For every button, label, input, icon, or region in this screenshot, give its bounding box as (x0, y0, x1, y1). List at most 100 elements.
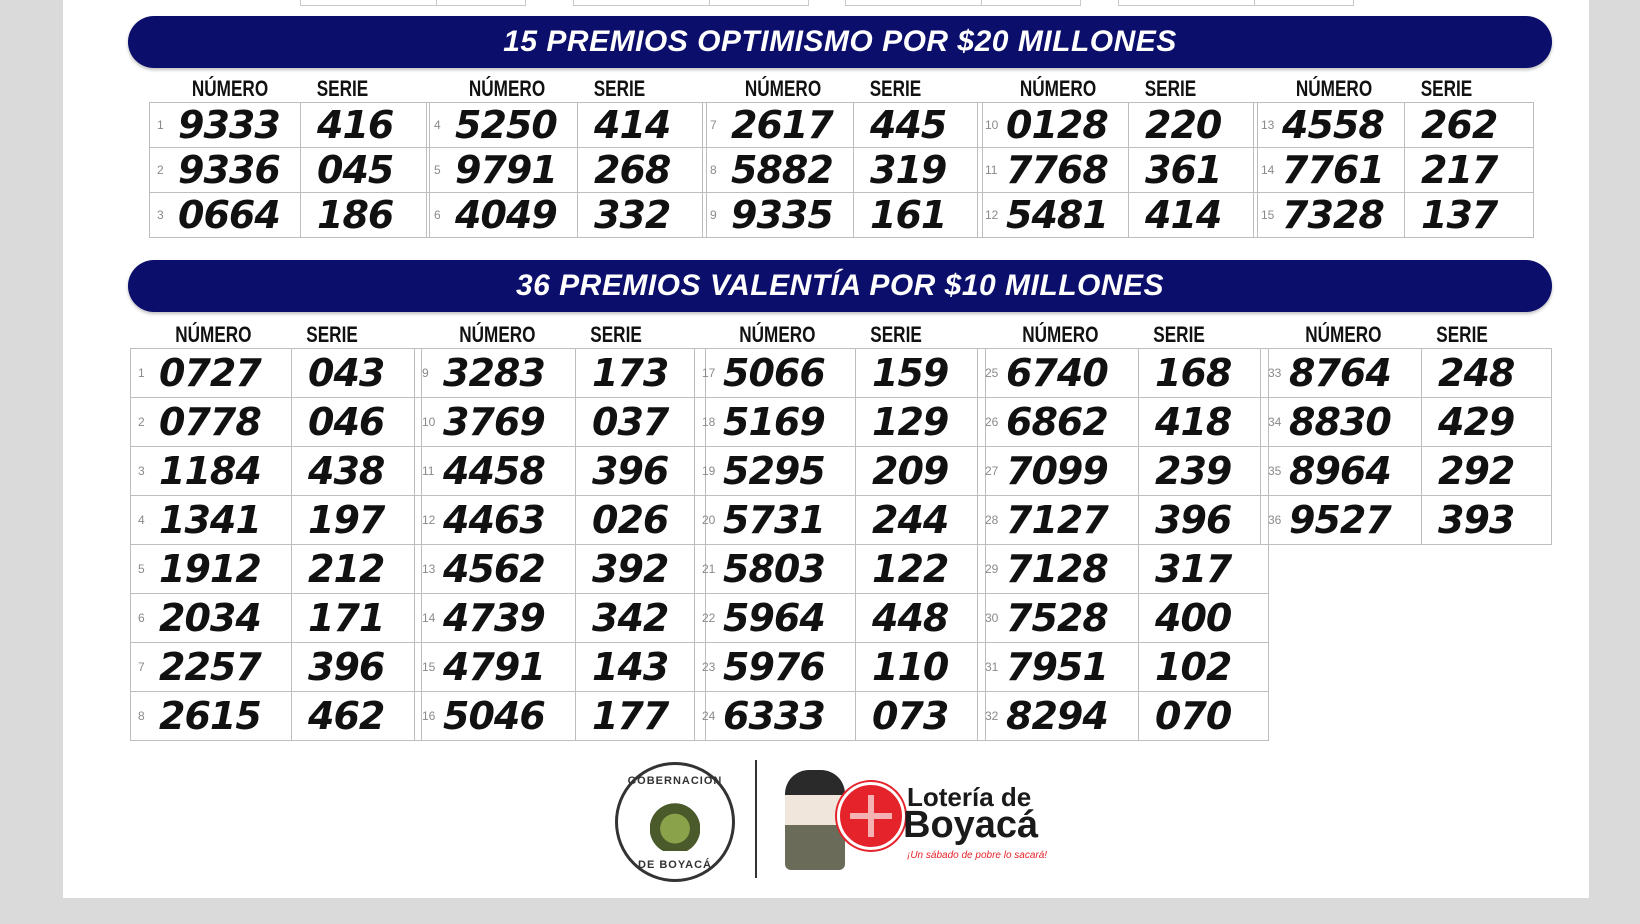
winning-serie: 429 (1438, 400, 1515, 444)
table-row: 2 9336 045 (150, 148, 430, 193)
winning-serie: 292 (1438, 449, 1515, 493)
winning-number: 5250 (455, 103, 558, 147)
row-index: 17 (702, 366, 716, 380)
winning-number: 4558 (1282, 103, 1385, 147)
results-sheet (63, 0, 1589, 898)
header-serie: SERIE (1420, 76, 1473, 101)
serie-cell: 292 (1422, 447, 1546, 495)
winning-serie: 143 (592, 645, 669, 689)
previous-table-remnant (300, 0, 526, 6)
numero-cell: 9 9335 (703, 193, 854, 237)
numero-cell: 34 8830 (1261, 398, 1422, 446)
serie-cell: 418 (1139, 398, 1263, 446)
prize-table: 10 0128 220 11 7768 361 12 5481 414 (977, 102, 1259, 238)
winning-number: 5976 (723, 645, 826, 689)
winning-serie: 137 (1421, 193, 1498, 237)
winning-serie: 220 (1145, 103, 1222, 147)
row-index: 34 (1268, 415, 1282, 429)
numero-cell: 6 4049 (427, 193, 578, 237)
numero-cell: 10 3769 (415, 398, 576, 446)
column-headers: NÚMERO SERIE (694, 318, 922, 348)
numero-cell: 31 7951 (978, 643, 1139, 691)
serie-cell: 197 (292, 496, 416, 544)
table-row: 13 4562 392 (415, 545, 706, 594)
table-row: 7 2617 445 (703, 103, 983, 148)
numero-cell: 27 7099 (978, 447, 1139, 495)
table-row: 18 5169 129 (695, 398, 986, 447)
prize-table: 4 5250 414 5 9791 268 6 4049 332 (426, 102, 708, 238)
numero-cell: 5 9791 (427, 148, 578, 192)
row-index: 12 (985, 208, 999, 222)
numero-cell: 22 5964 (695, 594, 856, 642)
winning-number: 7127 (1006, 498, 1109, 542)
winning-number: 1912 (159, 547, 262, 591)
serie-cell: 396 (1139, 496, 1263, 544)
winning-number: 9335 (731, 193, 834, 237)
winning-serie: 209 (872, 449, 949, 493)
row-index: 23 (702, 660, 716, 674)
gobernacion-boyaca-seal-icon: GOBERNACIÓN DE BOYACÁ (615, 762, 735, 882)
table-row: 27 7099 239 (978, 447, 1269, 496)
serie-cell: 129 (856, 398, 980, 446)
winning-number: 5731 (723, 498, 826, 542)
header-numero: NÚMERO (744, 76, 822, 101)
row-index: 5 (434, 163, 441, 177)
winning-number: 7768 (1006, 148, 1109, 192)
winning-serie: 070 (1155, 694, 1232, 738)
numero-cell: 3 1184 (131, 447, 292, 495)
table-row: 24 6333 073 (695, 692, 985, 740)
row-index: 7 (138, 660, 145, 674)
numero-cell: 33 8764 (1261, 349, 1422, 397)
header-serie: SERIE (590, 322, 642, 347)
row-index: 20 (702, 513, 716, 527)
winning-serie: 102 (1155, 645, 1232, 689)
winning-serie: 393 (1438, 498, 1515, 542)
row-index: 16 (422, 709, 436, 723)
table-row: 11 4458 396 (415, 447, 706, 496)
winning-serie: 317 (1155, 547, 1232, 591)
row-index: 26 (985, 415, 999, 429)
serie-cell: 244 (856, 496, 980, 544)
valentia-banner: 36 PREMIOS VALENTÍA POR $10 MILLONES (128, 260, 1552, 312)
winning-number: 7951 (1006, 645, 1109, 689)
row-index: 6 (434, 208, 441, 222)
serie-cell: 396 (292, 643, 416, 691)
serie-cell: 070 (1139, 692, 1263, 740)
serie-cell: 400 (1139, 594, 1263, 642)
winning-serie: 217 (1421, 148, 1498, 192)
row-index: 7 (710, 118, 717, 132)
row-index: 30 (985, 611, 999, 625)
table-row: 5 1912 212 (131, 545, 422, 594)
serie-cell: 217 (1405, 148, 1521, 192)
winning-number: 3769 (443, 400, 546, 444)
serie-cell: 122 (856, 545, 980, 593)
winning-number: 0128 (1006, 103, 1109, 147)
prize-group: NÚMERO SERIE 33 8764 248 34 8830 429 35 8964 292 36… (1260, 318, 1553, 545)
winning-number: 9527 (1289, 498, 1392, 542)
row-index: 8 (138, 709, 145, 723)
serie-cell: 319 (854, 148, 970, 192)
numero-cell: 26 6862 (978, 398, 1139, 446)
table-row: 11 7768 361 (978, 148, 1258, 193)
winning-serie: 268 (594, 148, 671, 192)
winning-serie: 392 (592, 547, 669, 591)
serie-cell: 248 (1422, 349, 1546, 397)
winning-number: 6862 (1006, 400, 1109, 444)
table-row: 13 4558 262 (1254, 103, 1534, 148)
table-row: 34 8830 429 (1261, 398, 1552, 447)
winning-serie: 239 (1155, 449, 1232, 493)
table-row: 35 8964 292 (1261, 447, 1552, 496)
row-index: 15 (422, 660, 436, 674)
table-row: 1 9333 416 (150, 103, 430, 148)
column-headers: NÚMERO SERIE (414, 318, 642, 348)
prize-table: 17 5066 159 18 5169 129 19 5295 209 20 5731 244 21 58… (694, 348, 987, 741)
winning-serie: 122 (872, 547, 949, 591)
table-row: 33 8764 248 (1261, 349, 1552, 398)
numero-cell: 9 3283 (415, 349, 576, 397)
winning-number: 1341 (159, 498, 262, 542)
numero-cell: 11 7768 (978, 148, 1129, 192)
winning-number: 9336 (178, 148, 281, 192)
serie-cell: 043 (292, 349, 416, 397)
optimismo-banner: 15 PREMIOS OPTIMISMO POR $20 MILLONES (128, 16, 1552, 68)
numero-cell: 5 1912 (131, 545, 292, 593)
